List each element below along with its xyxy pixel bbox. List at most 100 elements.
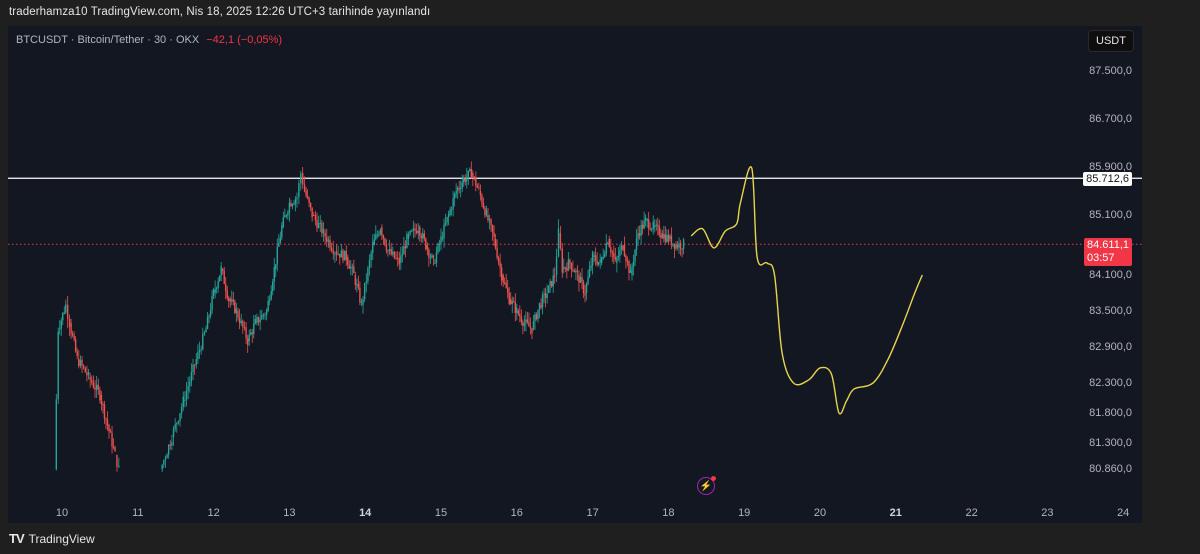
candle [200, 345, 202, 355]
candle [440, 228, 442, 251]
candle [376, 230, 379, 239]
candle [322, 221, 325, 242]
candle [505, 273, 507, 289]
candle [368, 254, 371, 276]
candle [617, 247, 620, 261]
candle [531, 328, 533, 340]
candle [209, 303, 212, 319]
candle [643, 211, 645, 230]
candle [635, 229, 638, 256]
price-axis-label: 86.700,0 [1089, 112, 1132, 125]
candle [461, 174, 463, 193]
candle [76, 347, 78, 360]
candle [79, 355, 82, 369]
notification-dot [711, 476, 716, 481]
candle [572, 260, 574, 272]
candle [235, 302, 238, 323]
candle [62, 312, 64, 326]
time-axis-label: 18 [662, 507, 675, 519]
candle [300, 170, 302, 191]
time-axis-label: 15 [434, 507, 448, 519]
candle [412, 220, 415, 239]
candle [516, 303, 518, 321]
candle [537, 309, 539, 323]
candle [485, 205, 488, 217]
candle [339, 253, 341, 265]
candle [105, 417, 107, 430]
lightning-event-icon[interactable]: ⚡ [697, 476, 716, 495]
candle [81, 356, 83, 373]
candle [631, 263, 633, 281]
candle [354, 271, 357, 290]
candle [205, 325, 207, 333]
candle [452, 190, 454, 217]
candle [466, 167, 468, 189]
candle [314, 210, 317, 226]
candle [450, 206, 453, 216]
candle [550, 280, 553, 289]
candle [116, 454, 118, 472]
candle [494, 233, 497, 250]
candle [675, 241, 677, 251]
candle [552, 268, 554, 294]
candle [582, 279, 585, 299]
candle [569, 258, 571, 270]
price-axis-label: 85.900,0 [1089, 160, 1132, 173]
candle [373, 233, 375, 246]
candle [185, 381, 188, 407]
candle [660, 228, 662, 246]
candle [441, 231, 444, 242]
candle [661, 230, 664, 240]
candle [378, 230, 380, 237]
candle [118, 457, 120, 469]
candle [544, 287, 547, 308]
candle [670, 227, 673, 250]
candle [261, 309, 263, 320]
candle [388, 239, 391, 255]
currency-button[interactable]: USDT [1088, 30, 1134, 52]
candle [443, 218, 445, 248]
candle [549, 278, 551, 293]
candle [529, 317, 532, 335]
candle [343, 250, 346, 261]
candle [543, 288, 545, 304]
price-plot[interactable] [8, 26, 1142, 523]
candle [458, 181, 460, 194]
candle [482, 197, 485, 210]
candle [179, 413, 181, 427]
candle [473, 175, 476, 181]
candle [396, 251, 399, 267]
price-axis-label: 83.500,0 [1089, 304, 1132, 317]
candle [60, 317, 62, 337]
candle [202, 327, 204, 351]
candle [561, 242, 563, 278]
tradingview-logo[interactable]: TV TradingView [9, 531, 95, 546]
price-axis-label: 84.100,0 [1089, 268, 1132, 281]
projection-path[interactable] [690, 166, 923, 415]
candle [57, 327, 59, 405]
candle [211, 290, 213, 315]
candle [499, 253, 501, 277]
candle [414, 223, 416, 238]
candle [87, 368, 90, 380]
candle [620, 241, 623, 255]
candle [264, 312, 266, 320]
candle [59, 320, 61, 335]
candle [287, 210, 289, 221]
candle [649, 222, 651, 231]
candle [303, 176, 306, 193]
candle [447, 210, 450, 226]
candle [401, 246, 404, 263]
candle [206, 311, 209, 330]
candle [390, 242, 392, 256]
candle [593, 251, 595, 263]
candle [610, 238, 612, 258]
candle [564, 266, 567, 273]
candle [256, 313, 258, 326]
candle [403, 236, 405, 255]
candle [453, 192, 456, 207]
chart-panel[interactable]: BTCUSDT · Bitcoin/Tether · 30 · OKX −42,… [8, 26, 1142, 523]
price-axis-label: 87.500,0 [1089, 65, 1132, 77]
candle [268, 294, 271, 306]
candle [573, 268, 576, 273]
